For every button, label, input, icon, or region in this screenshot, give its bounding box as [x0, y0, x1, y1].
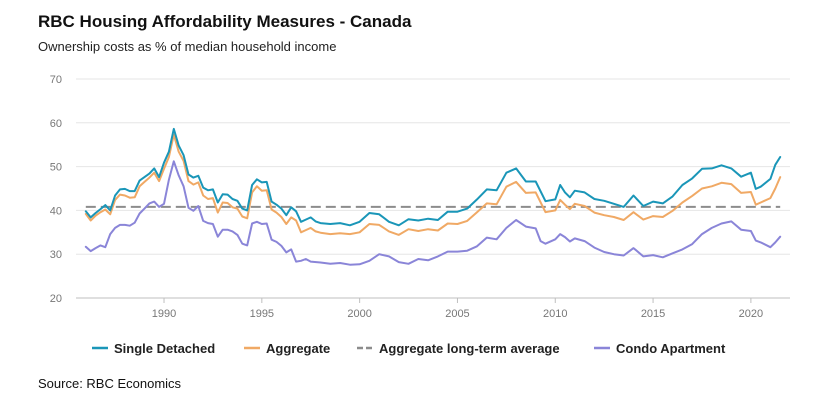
y-tick-label: 20: [50, 293, 62, 305]
y-tick-label: 40: [50, 205, 62, 217]
source-note: Source: RBC Economics: [38, 376, 182, 391]
series-line-single-detached: [84, 127, 782, 227]
y-tick-label: 30: [50, 249, 62, 261]
y-tick-label: 60: [50, 118, 62, 130]
chart-subtitle: Ownership costs as % of median household…: [38, 39, 337, 54]
y-axis-tick-labels: 20 30 40 50 60 70: [50, 74, 62, 305]
legend: Single Detached Aggregate Aggregate long-t…: [92, 341, 726, 356]
series-line-condo-apartment: [84, 160, 782, 266]
chart-title: RBC Housing Affordability Measures - Can…: [38, 12, 412, 31]
legend-label: Condo Apartment: [616, 341, 726, 356]
x-tick-label: 2010: [543, 308, 567, 320]
legend-label: Aggregate: [266, 341, 330, 356]
x-tick-label: 2020: [739, 308, 763, 320]
x-tick-label: 2000: [347, 308, 371, 320]
x-tick-label: 2015: [641, 308, 665, 320]
y-tick-label: 50: [50, 162, 62, 174]
x-tick-label: 2005: [445, 308, 469, 320]
legend-label: Single Detached: [114, 341, 215, 356]
x-axis-tick-labels: 1990 1995 2000 2005 2010 2015 2020: [152, 298, 763, 320]
x-tick-label: 1995: [250, 308, 274, 320]
legend-label: Aggregate long-term average: [379, 341, 560, 356]
series-line-aggregate: [84, 133, 782, 236]
series-lines: [84, 127, 782, 266]
x-tick-label: 1990: [152, 308, 176, 320]
y-tick-label: 70: [50, 74, 62, 86]
